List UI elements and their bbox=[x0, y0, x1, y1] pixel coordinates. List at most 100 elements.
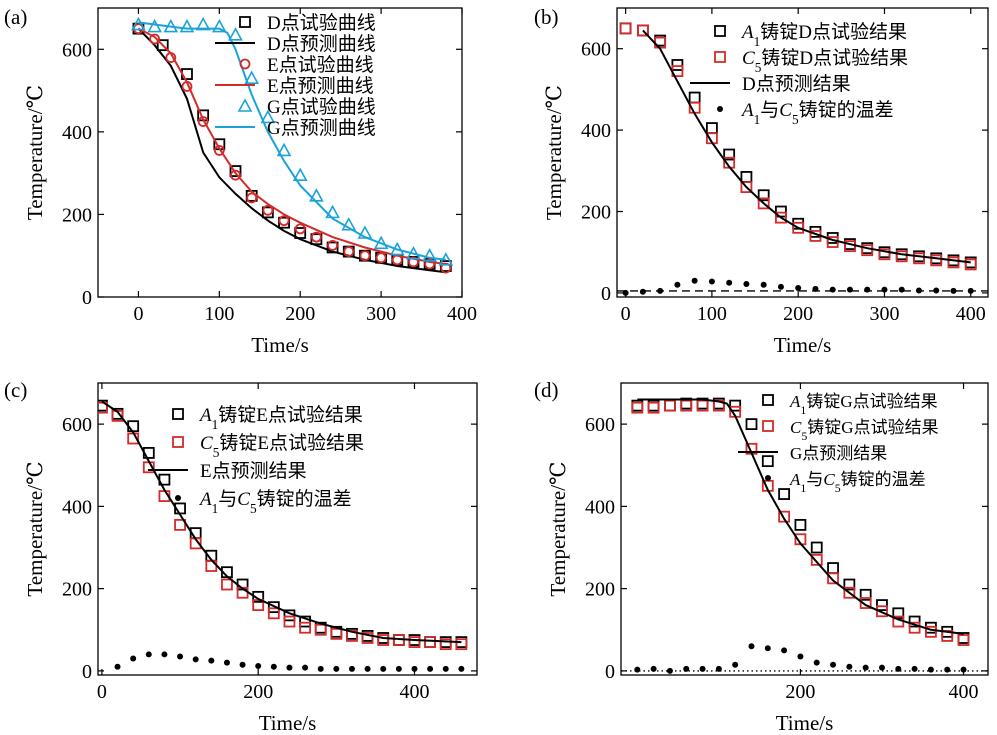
data-point bbox=[395, 665, 402, 672]
data-point bbox=[729, 399, 742, 412]
x-tick-label: 400 bbox=[399, 681, 429, 703]
legend-marker bbox=[714, 51, 726, 63]
data-point bbox=[795, 285, 802, 292]
panel-label: (a) bbox=[4, 5, 27, 29]
data-point bbox=[439, 638, 452, 651]
legend-marker bbox=[239, 58, 251, 70]
data-point bbox=[748, 643, 755, 650]
legend-item: E点预测曲线 bbox=[215, 75, 374, 97]
legend-label: G点预测曲线 bbox=[267, 117, 376, 139]
data-point bbox=[881, 286, 888, 293]
data-point bbox=[757, 197, 770, 210]
data-point bbox=[913, 252, 925, 265]
legend-marker bbox=[762, 394, 774, 406]
x-tick-label: 0 bbox=[621, 303, 631, 325]
data-point bbox=[361, 632, 374, 644]
chart-panel: (d) 200 400 0 200 400 600 Time/s Temperature/℃ A1… bbox=[534, 378, 989, 735]
x-tick-label: 100 bbox=[204, 303, 234, 325]
data-point bbox=[760, 281, 767, 288]
y-tick-label: 400 bbox=[581, 120, 611, 142]
data-point bbox=[634, 666, 641, 673]
data-point bbox=[317, 665, 324, 672]
data-point bbox=[341, 217, 357, 231]
data-point bbox=[208, 657, 215, 664]
x-axis-label: Time/s bbox=[251, 333, 309, 357]
data-point bbox=[330, 627, 343, 640]
data-point bbox=[424, 636, 437, 648]
x-tick-label: 0 bbox=[133, 303, 143, 325]
data-point bbox=[424, 258, 436, 270]
legend-item: D点试验曲线 bbox=[239, 12, 376, 34]
data-point bbox=[944, 666, 951, 673]
legend-label: D点预测结果 bbox=[742, 73, 851, 95]
data-point bbox=[778, 488, 791, 500]
data-point bbox=[133, 23, 144, 35]
legend-item: A1与C5铸锭的温差 bbox=[765, 470, 926, 495]
panel-label: (b) bbox=[534, 5, 559, 29]
data-point bbox=[267, 607, 280, 620]
plot-area bbox=[617, 22, 988, 296]
legend-label: C5铸锭D点试验结果 bbox=[742, 47, 908, 75]
series-1 bbox=[619, 22, 977, 271]
legend-marker bbox=[765, 475, 771, 481]
y-tick-label: 200 bbox=[585, 579, 615, 601]
plot-area bbox=[98, 399, 468, 672]
legend-label: C5铸锭G点试验结果 bbox=[790, 418, 939, 443]
data-point bbox=[262, 204, 274, 216]
legend-marker bbox=[172, 408, 184, 420]
data-point bbox=[636, 24, 649, 37]
legend-item: E点试验曲线 bbox=[239, 54, 374, 76]
data-point bbox=[145, 651, 152, 658]
data-point bbox=[294, 223, 306, 235]
data-point bbox=[364, 665, 371, 672]
data-point bbox=[223, 659, 230, 666]
y-axis-label: Temperature/℃ bbox=[23, 461, 47, 596]
data-point bbox=[764, 645, 771, 652]
data-point bbox=[244, 70, 260, 84]
data-point bbox=[229, 165, 242, 177]
legend-marker bbox=[239, 16, 251, 28]
data-point bbox=[743, 280, 750, 287]
data-point bbox=[830, 661, 837, 668]
data-point bbox=[674, 281, 681, 288]
data-point bbox=[239, 661, 246, 668]
data-point bbox=[878, 248, 891, 261]
data-point bbox=[650, 665, 657, 672]
data-point bbox=[310, 231, 322, 243]
data-point bbox=[876, 599, 888, 611]
plot-area bbox=[621, 397, 988, 674]
data-point bbox=[964, 258, 977, 271]
data-point bbox=[688, 91, 701, 104]
legend-marker bbox=[237, 98, 253, 112]
y-axis-label: Temperature/℃ bbox=[542, 85, 566, 220]
y-tick-label: 0 bbox=[82, 661, 92, 683]
data-point bbox=[631, 401, 644, 414]
x-tick-label: 300 bbox=[366, 303, 396, 325]
data-point bbox=[671, 59, 684, 71]
y-tick-label: 0 bbox=[605, 661, 615, 683]
y-tick-label: 0 bbox=[601, 283, 611, 305]
data-point bbox=[732, 661, 739, 668]
data-point bbox=[810, 541, 823, 554]
data-point bbox=[292, 167, 308, 182]
legend-item: C5铸锭D点试验结果 bbox=[714, 47, 908, 75]
x-tick-label: 200 bbox=[243, 681, 273, 703]
data-point bbox=[310, 233, 323, 246]
data-point bbox=[294, 227, 307, 239]
data-point bbox=[260, 109, 276, 124]
data-point bbox=[619, 22, 632, 35]
x-tick-label: 200 bbox=[285, 303, 315, 325]
data-point bbox=[211, 18, 227, 33]
data-point bbox=[286, 664, 293, 671]
data-point bbox=[691, 277, 698, 284]
series-2 bbox=[101, 400, 462, 644]
legend-label: A1铸锭E点试验结果 bbox=[198, 404, 363, 432]
series-5 bbox=[138, 21, 446, 261]
x-tick-label: 200 bbox=[785, 681, 815, 703]
plot-area bbox=[131, 16, 454, 274]
y-tick-label: 200 bbox=[62, 579, 92, 601]
legend-label: C5铸锭E点试验结果 bbox=[200, 432, 364, 460]
legend-item: A1与C5铸锭的温差 bbox=[717, 99, 894, 127]
data-point bbox=[177, 653, 184, 660]
